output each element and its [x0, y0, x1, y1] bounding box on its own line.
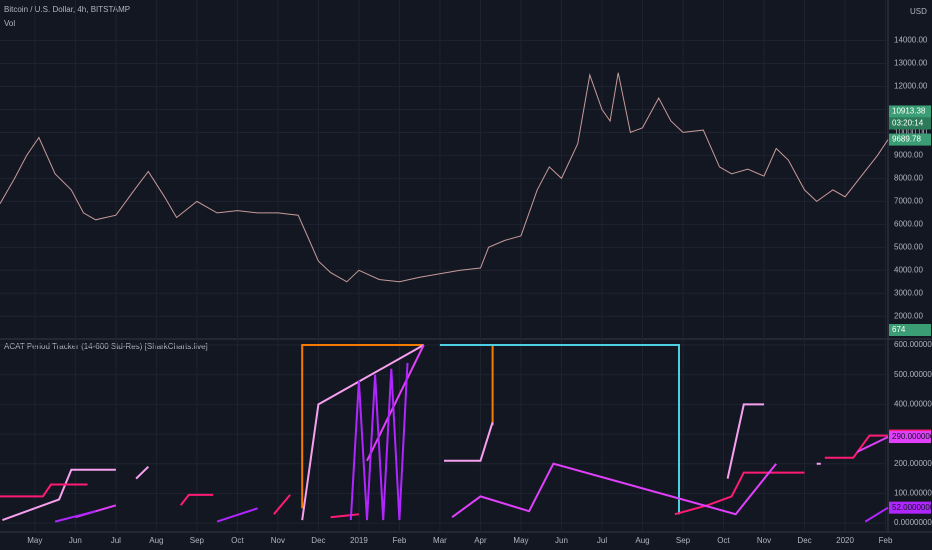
x-tick-label: Jul	[597, 536, 607, 545]
data-line	[0, 434, 888, 519]
y-tick-label: 12000.00	[894, 82, 928, 91]
countdown: 03:20:14	[892, 119, 924, 128]
y-tick-label: 2000.00	[894, 311, 923, 320]
price-label: 10913.38	[892, 107, 926, 116]
x-tick-label: Jun	[555, 536, 568, 545]
x-tick-label: Mar	[433, 536, 447, 545]
y-tick-label: 3000.00	[894, 288, 923, 297]
data-line	[439, 344, 680, 515]
y-tick-label: 13000.00	[894, 59, 928, 68]
x-tick-label: Jun	[69, 536, 82, 545]
x-tick-label: Dec	[797, 536, 811, 545]
x-tick-label: May	[513, 536, 528, 545]
x-tick-label: Sep	[190, 536, 205, 545]
y-tick-label: 400.0000000	[894, 400, 932, 409]
last-value-label-box	[889, 431, 931, 444]
countdown-box	[889, 117, 931, 130]
price-label-box	[889, 105, 931, 118]
y-tick-label: 9000.00	[894, 151, 923, 160]
y-tick-label: 600.0000000	[894, 340, 932, 349]
y-tick-label: 4000.00	[894, 265, 923, 274]
price-label-box	[889, 133, 931, 146]
currency: USD	[910, 7, 927, 16]
y-tick-label: 200.0000000	[894, 459, 932, 468]
data-line	[0, 72, 889, 283]
volume-title: Vol	[4, 19, 15, 28]
x-tick-label: Feb	[393, 536, 407, 545]
price-label: 9689.78	[892, 135, 921, 144]
x-tick-label: Oct	[717, 536, 730, 545]
x-tick-label: 2019	[350, 536, 368, 545]
y-tick-label: 500.0000000	[894, 370, 932, 379]
x-tick-label: Aug	[635, 536, 649, 545]
indicator-title: ACAT Period Tracker (14-600 Std-Res) [Sh…	[4, 342, 208, 351]
x-tick-label: Nov	[757, 536, 771, 545]
x-tick-label: Sep	[676, 536, 691, 545]
y-tick-label: 6000.00	[894, 219, 923, 228]
x-tick-label: Aug	[149, 536, 163, 545]
last-value-label: 290.0000000	[892, 432, 932, 441]
x-tick-label: Jul	[111, 536, 121, 545]
x-tick-label: Feb	[879, 536, 893, 545]
y-tick-label: 7000.00	[894, 196, 923, 205]
y-tick-label: 8000.00	[894, 174, 923, 183]
y-tick-label: 100.0000000	[894, 489, 932, 498]
data-line	[75, 344, 889, 519]
data-line	[54, 362, 889, 523]
data-line	[301, 344, 494, 509]
x-tick-label: 2020	[836, 536, 854, 545]
volume-label: 674	[892, 325, 906, 334]
x-tick-label: Dec	[311, 536, 325, 545]
symbol-title: Bitcoin / U.S. Dollar, 4h, BITSTAMP	[4, 5, 130, 14]
y-tick-label: 5000.00	[894, 242, 923, 251]
x-tick-label: May	[27, 536, 42, 545]
y-tick-label: 10000.00	[894, 128, 928, 137]
last-value-label: 52.0000000	[892, 503, 932, 512]
last-value-label-box	[889, 501, 931, 514]
x-tick-label: Apr	[474, 536, 487, 545]
y-tick-label: 14000.00	[894, 36, 928, 45]
x-tick-label: Oct	[231, 536, 244, 545]
x-tick-label: Nov	[271, 536, 285, 545]
volume-label-box	[889, 324, 931, 336]
y-tick-label: 0.0000000	[894, 518, 932, 527]
